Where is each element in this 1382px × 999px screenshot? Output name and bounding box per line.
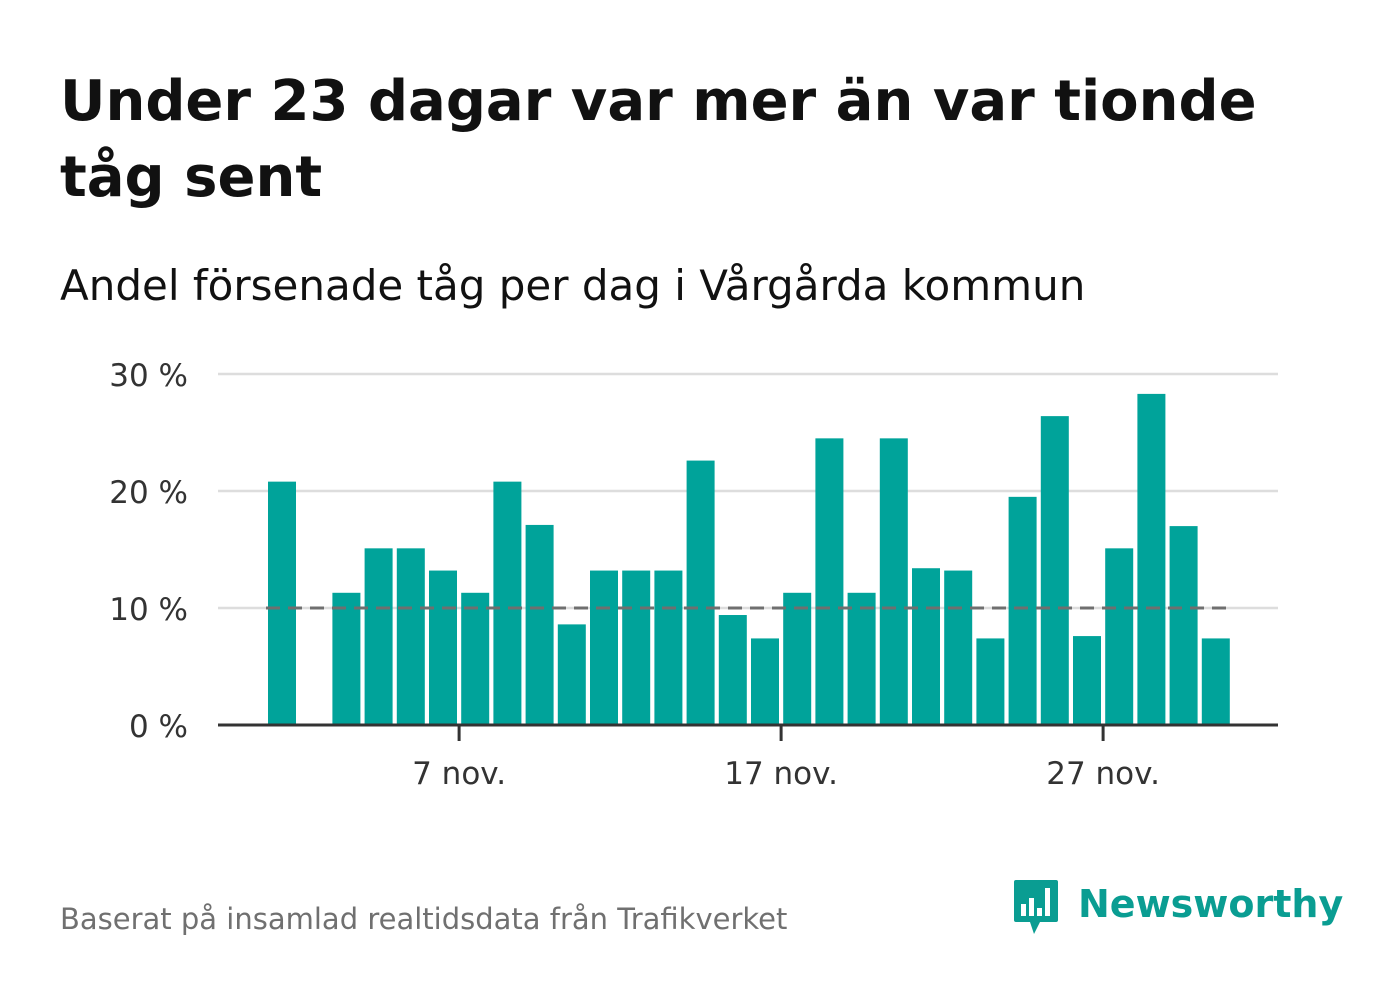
- bar: [912, 568, 940, 725]
- brand: Newsworthy: [1012, 878, 1343, 942]
- bar: [622, 570, 651, 725]
- bar: [268, 481, 296, 725]
- bar: [1201, 638, 1230, 725]
- source-note: Baserat på insamlad realtidsdata från Tr…: [60, 902, 788, 936]
- x-tick-label: 7 nov.: [412, 756, 506, 792]
- bar: [1105, 548, 1134, 725]
- bar: [429, 570, 457, 725]
- bar: [1137, 393, 1166, 725]
- bar: [590, 570, 618, 725]
- bar: [493, 481, 522, 725]
- y-tick-label: 30 %: [109, 358, 188, 394]
- bar-chart: 0 % 10 % 20 % 30 % 7 nov. 17 nov. 27 nov.: [109, 358, 1278, 792]
- y-tick-label: 0 %: [129, 709, 188, 745]
- bar: [783, 592, 812, 725]
- bar: [686, 460, 715, 725]
- bar: [1169, 526, 1198, 725]
- x-tick-label: 17 nov.: [724, 756, 838, 792]
- bar: [396, 548, 425, 725]
- bar: [364, 548, 393, 725]
- bar: [1008, 496, 1037, 725]
- chart-title: Under 23 dagar var mer än var tionde tåg…: [60, 69, 1257, 210]
- brand-name: Newsworthy: [1078, 882, 1344, 926]
- newsworthy-logo-icon: [1014, 880, 1058, 934]
- chart-subtitle: Andel försenade tåg per dag i Vårgårda k…: [60, 261, 1086, 310]
- bar: [815, 438, 844, 725]
- y-tick-label: 20 %: [109, 475, 188, 511]
- y-tick-label: 10 %: [109, 592, 188, 628]
- bar: [879, 438, 908, 725]
- bar: [718, 615, 747, 725]
- bar: [1073, 636, 1101, 725]
- bar: [461, 592, 490, 725]
- bar: [847, 592, 876, 725]
- bar: [976, 638, 1005, 725]
- bar: [654, 570, 683, 725]
- bar: [1040, 416, 1069, 725]
- bar: [557, 624, 586, 725]
- bar: [525, 524, 554, 725]
- bar: [944, 570, 973, 725]
- x-tick-label: 27 nov.: [1046, 756, 1160, 792]
- bar: [751, 638, 779, 725]
- bar: [332, 592, 361, 725]
